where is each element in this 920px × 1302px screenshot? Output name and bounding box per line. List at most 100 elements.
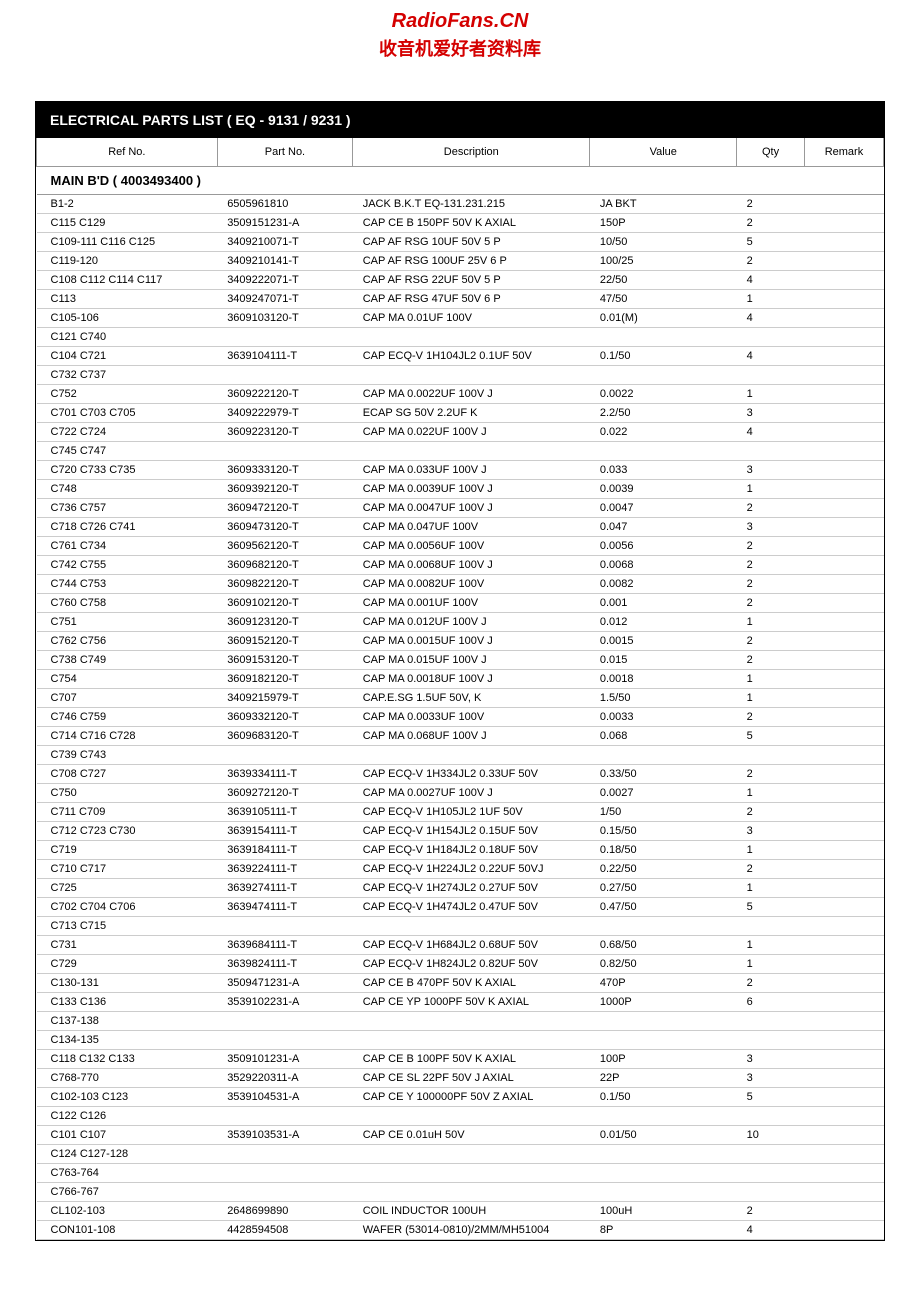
cell-desc: CAP ECQ-V 1H224JL2 0.22UF 50VJ (353, 860, 590, 879)
cell-qty: 2 (737, 195, 805, 214)
section-header-row: MAIN B'D ( 4003493400 ) (37, 167, 884, 195)
table-row: C115 C1293509151231-ACAP CE B 150PF 50V … (37, 214, 884, 233)
table-row: C761 C7343609562120-TCAP MA 0.0056UF 100… (37, 537, 884, 556)
cell-desc: CAP ECQ-V 1H154JL2 0.15UF 50V (353, 822, 590, 841)
cell-desc: CAP CE YP 1000PF 50V K AXIAL (353, 993, 590, 1012)
table-row: C124 C127-128 (37, 1145, 884, 1164)
cell-remark (804, 689, 883, 708)
cell-part: 3639105111-T (217, 803, 353, 822)
cell-part: 3639154111-T (217, 822, 353, 841)
cell-ref: C134-135 (37, 1031, 218, 1050)
cell-remark (804, 879, 883, 898)
table-row: C701 C703 C7053409222979-TECAP SG 50V 2.… (37, 404, 884, 423)
cell-remark (804, 309, 883, 328)
table-row: C710 C7173639224111-TCAP ECQ-V 1H224JL2 … (37, 860, 884, 879)
cell-qty: 5 (737, 898, 805, 917)
cell-ref: C707 (37, 689, 218, 708)
cell-part: 3539103531-A (217, 1126, 353, 1145)
cell-part: 3639684111-T (217, 936, 353, 955)
table-row: C722 C7243609223120-TCAP MA 0.022UF 100V… (37, 423, 884, 442)
cell-ref: C105-106 (37, 309, 218, 328)
cell-desc: CAP ECQ-V 1H274JL2 0.27UF 50V (353, 879, 590, 898)
table-row: C763-764 (37, 1164, 884, 1183)
cell-desc: CAP MA 0.001UF 100V (353, 594, 590, 613)
cell-ref: C732 C737 (37, 366, 218, 385)
cell-remark (804, 1107, 883, 1126)
cell-desc: CAP MA 0.033UF 100V J (353, 461, 590, 480)
cell-value: 100uH (590, 1202, 737, 1221)
table-row: C768-7703529220311-ACAP CE SL 22PF 50V J… (37, 1069, 884, 1088)
cell-value: 0.022 (590, 423, 737, 442)
cell-value: 0.0022 (590, 385, 737, 404)
cell-qty (737, 746, 805, 765)
cell-part (217, 1164, 353, 1183)
col-header-qty: Qty (737, 138, 805, 167)
cell-part: 3609332120-T (217, 708, 353, 727)
table-row: C713 C715 (37, 917, 884, 936)
cell-ref: C708 C727 (37, 765, 218, 784)
cell-qty: 2 (737, 499, 805, 518)
cell-part: 3639824111-T (217, 955, 353, 974)
cell-desc: CAP MA 0.0033UF 100V (353, 708, 590, 727)
cell-part: 3609472120-T (217, 499, 353, 518)
cell-qty: 1 (737, 879, 805, 898)
cell-qty: 2 (737, 537, 805, 556)
cell-value (590, 1012, 737, 1031)
cell-part (217, 328, 353, 347)
cell-qty: 2 (737, 651, 805, 670)
cell-value: 0.012 (590, 613, 737, 632)
cell-qty: 4 (737, 271, 805, 290)
cell-desc: CAP MA 0.047UF 100V (353, 518, 590, 537)
cell-value: 470P (590, 974, 737, 993)
cell-qty: 2 (737, 214, 805, 233)
cell-ref: C719 (37, 841, 218, 860)
table-row: C712 C723 C7303639154111-TCAP ECQ-V 1H15… (37, 822, 884, 841)
cell-remark (804, 1012, 883, 1031)
cell-desc: CAP MA 0.01UF 100V (353, 309, 590, 328)
cell-ref: C722 C724 (37, 423, 218, 442)
site-title-line2: 收音机爱好者资料库 (0, 35, 920, 61)
cell-remark (804, 461, 883, 480)
cell-desc: CAP MA 0.0039UF 100V J (353, 480, 590, 499)
cell-value: 0.82/50 (590, 955, 737, 974)
cell-qty: 2 (737, 860, 805, 879)
cell-remark (804, 594, 883, 613)
cell-remark (804, 1145, 883, 1164)
cell-ref: C750 (37, 784, 218, 803)
cell-remark (804, 404, 883, 423)
cell-qty (737, 1012, 805, 1031)
table-row: C762 C7563609152120-TCAP MA 0.0015UF 100… (37, 632, 884, 651)
cell-part: 3639224111-T (217, 860, 353, 879)
table-row: C760 C7583609102120-TCAP MA 0.001UF 100V… (37, 594, 884, 613)
cell-remark (804, 233, 883, 252)
cell-ref: C109-111 C116 C125 (37, 233, 218, 252)
cell-qty: 3 (737, 404, 805, 423)
cell-value: 0.27/50 (590, 879, 737, 898)
cell-remark (804, 556, 883, 575)
cell-value: 1000P (590, 993, 737, 1012)
cell-qty: 1 (737, 290, 805, 309)
cell-remark (804, 670, 883, 689)
cell-desc: CAP AF RSG 22UF 50V 5 P (353, 271, 590, 290)
cell-desc: CAP AF RSG 10UF 50V 5 P (353, 233, 590, 252)
cell-remark (804, 917, 883, 936)
cell-value: 0.01/50 (590, 1126, 737, 1145)
cell-ref: B1-2 (37, 195, 218, 214)
cell-part: 3609102120-T (217, 594, 353, 613)
cell-value: 47/50 (590, 290, 737, 309)
cell-desc: CAP MA 0.0082UF 100V (353, 575, 590, 594)
cell-desc (353, 366, 590, 385)
cell-part: 3409215979-T (217, 689, 353, 708)
cell-value: 22P (590, 1069, 737, 1088)
cell-ref: C104 C721 (37, 347, 218, 366)
cell-value (590, 442, 737, 461)
cell-remark (804, 632, 883, 651)
cell-value: 0.001 (590, 594, 737, 613)
cell-ref: C124 C127-128 (37, 1145, 218, 1164)
cell-qty: 2 (737, 803, 805, 822)
cell-qty (737, 1183, 805, 1202)
cell-desc: CAP MA 0.0056UF 100V (353, 537, 590, 556)
table-row: C7513609123120-TCAP MA 0.012UF 100V J0.0… (37, 613, 884, 632)
site-title-line1: RadioFans.CN (0, 10, 920, 33)
cell-value: 8P (590, 1221, 737, 1240)
